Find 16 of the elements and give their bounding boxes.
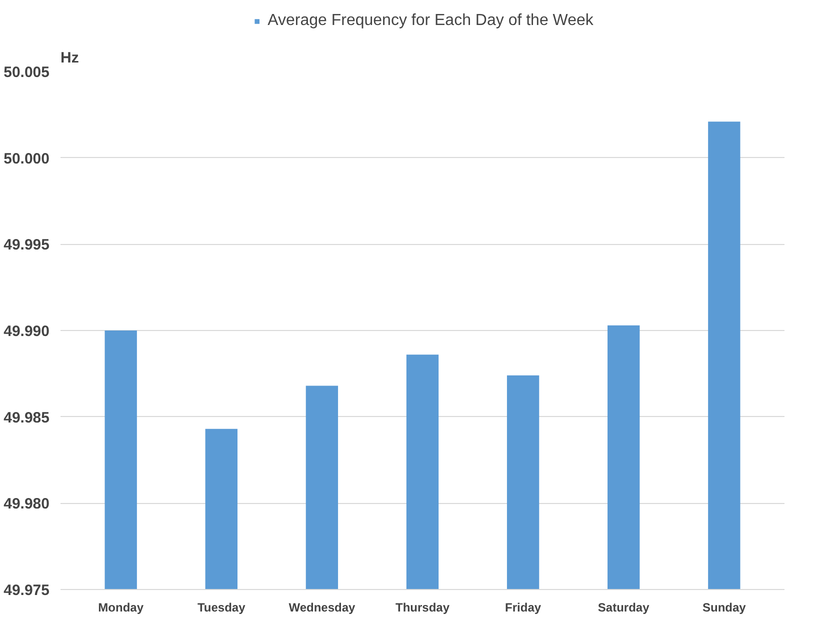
x-tick-label: Monday — [98, 600, 144, 614]
y-tick-label: 49.980 — [4, 496, 50, 513]
x-tick-label: Sunday — [702, 600, 746, 614]
x-tick-label: Tuesday — [197, 600, 246, 614]
y-tick-label: 50.005 — [4, 64, 50, 81]
x-tick-label: Thursday — [395, 600, 450, 614]
y-tick-label: 50.000 — [4, 150, 50, 168]
x-tick-label: Friday — [505, 600, 542, 614]
y-tick-label: 49.985 — [4, 409, 50, 426]
y-tick-label: 49.990 — [4, 323, 50, 340]
y-axis-title: Hz — [60, 50, 79, 66]
x-tick-label: Saturday — [598, 600, 650, 614]
legend-label: Average Frequency for Each Day of the Week — [268, 12, 594, 30]
x-tick-label: Wednesday — [288, 600, 356, 614]
y-tick-label: 49.975 — [4, 582, 50, 599]
y-tick-label: 49.995 — [4, 236, 50, 254]
